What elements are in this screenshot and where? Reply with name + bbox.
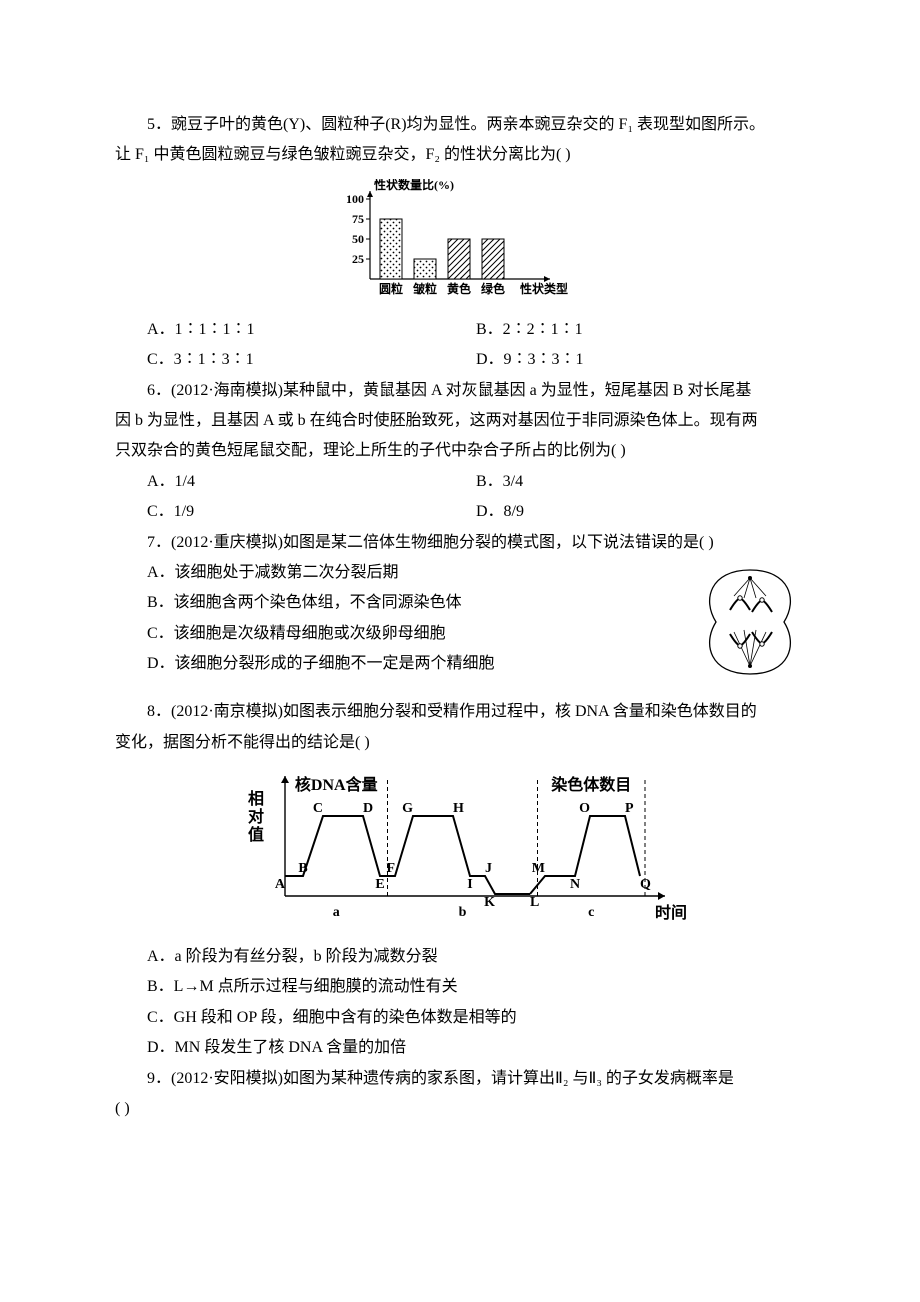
q8-option-a: A．a 阶段为有丝分裂，b 阶段为减数分裂: [115, 942, 805, 972]
svg-text:E: E: [375, 877, 384, 892]
svg-text:值: 值: [248, 825, 264, 844]
q8-option-b: B．L→M 点所示过程与细胞膜的流动性有关: [115, 972, 805, 1002]
q7-stem: 7．(2012·重庆模拟)如图是某二倍体生物细胞分裂的模式图，以下说法错误的是(…: [115, 528, 805, 558]
svg-text:性状类型: 性状类型: [519, 281, 568, 296]
svg-text:B: B: [298, 861, 307, 876]
q5-options-row2: C．3∶1∶3∶1 D．9∶3∶3∶1: [147, 345, 805, 375]
q5-chart-wrap: 性状数量比(%) 25 50 75 100 圆粒皱粒黄色绿色性状类型: [115, 179, 805, 309]
q6-stem-line2: 因 b 为显性，且基因 A 或 b 在纯合时使胚胎致死，这两对基因位于非同源染色…: [115, 406, 805, 436]
svg-text:性状数量比(%): 性状数量比(%): [373, 179, 454, 192]
q5-option-d: D．9∶3∶3∶1: [476, 345, 805, 375]
q5-stem-line1: 5．豌豆子叶的黄色(Y)、圆粒种子(R)均为显性。两亲本豌豆杂交的 F₁ 表现型…: [115, 110, 805, 140]
svg-text:O: O: [579, 801, 590, 816]
svg-text:相: 相: [248, 789, 264, 808]
svg-text:P: P: [625, 801, 634, 816]
q8-stem-line2: 变化，据图分析不能得出的结论是( ): [115, 728, 805, 758]
q5-option-c: C．3∶1∶3∶1: [147, 345, 476, 375]
q8-option-d: D．MN 段发生了核 DNA 含量的加倍: [115, 1033, 805, 1063]
q6-options-row1: A．1/4 B．3/4: [147, 467, 805, 497]
q6-option-b: B．3/4: [476, 467, 805, 497]
q8-chart-wrap: 相对值时间ABCDEFGHIJKLMNOPQ核DNA含量染色体数目abc: [115, 766, 805, 936]
svg-text:K: K: [484, 895, 495, 910]
svg-text:C: C: [313, 801, 323, 816]
svg-text:黄色: 黄色: [447, 281, 471, 296]
svg-text:100: 100: [346, 192, 364, 206]
q5-stem-line2b: ): [565, 146, 570, 163]
q6-stem-line1: 6．(2012·海南模拟)某种鼠中，黄鼠基因 A 对灰鼠基因 a 为显性，短尾基…: [115, 376, 805, 406]
svg-text:D: D: [363, 801, 373, 816]
svg-text:25: 25: [352, 252, 364, 266]
q5-option-a: A．1∶1∶1∶1: [147, 315, 476, 345]
svg-text:I: I: [467, 877, 472, 892]
q8-option-c: C．GH 段和 OP 段，细胞中含有的染色体数是相等的: [115, 1003, 805, 1033]
svg-text:A: A: [275, 877, 286, 892]
q9-stem-line1: 9．(2012·安阳模拟)如图为某种遗传病的家系图，请计算出Ⅱ₂ 与Ⅱ₃ 的子女…: [115, 1064, 805, 1094]
q5-bar-chart: 性状数量比(%) 25 50 75 100 圆粒皱粒黄色绿色性状类型: [320, 179, 600, 309]
q7-cell-diagram: [695, 562, 805, 682]
svg-text:c: c: [588, 905, 594, 920]
svg-text:50: 50: [352, 232, 364, 246]
svg-text:染色体数目: 染色体数目: [550, 775, 631, 794]
q6-option-d: D．8/9: [476, 497, 805, 527]
q6-option-c: C．1/9: [147, 497, 476, 527]
svg-text:N: N: [570, 877, 580, 892]
q6-stem-line3: 只双杂合的黄色短尾鼠交配，理论上所生的子代中杂合子所占的比例为( ): [115, 436, 805, 466]
svg-text:75: 75: [352, 212, 364, 226]
q8-stem-line1: 8．(2012·南京模拟)如图表示细胞分裂和受精作用过程中，核 DNA 含量和染…: [115, 697, 805, 727]
q5-option-b: B．2∶2∶1∶1: [476, 315, 805, 345]
q6-option-a: A．1/4: [147, 467, 476, 497]
svg-text:皱粒: 皱粒: [412, 281, 437, 296]
svg-text:核DNA含量: 核DNA含量: [295, 775, 378, 794]
svg-text:b: b: [459, 905, 467, 920]
svg-text:时间: 时间: [655, 903, 687, 922]
svg-text:L: L: [530, 895, 539, 910]
q5-stem-line2a: 让 F₁ 中黄色圆粒豌豆与绿色皱粒豌豆杂交，F₂ 的性状分离比为(: [115, 146, 561, 163]
q6-options-row2: C．1/9 D．8/9: [147, 497, 805, 527]
svg-text:H: H: [453, 801, 464, 816]
svg-text:J: J: [485, 861, 492, 876]
svg-text:G: G: [402, 801, 413, 816]
q7-diagram-wrap: [695, 562, 805, 693]
q5-stem-line2: 让 F₁ 中黄色圆粒豌豆与绿色皱粒豌豆杂交，F₂ 的性状分离比为( ): [115, 140, 805, 170]
svg-text:对: 对: [248, 807, 264, 826]
svg-text:M: M: [532, 861, 545, 876]
q8-line-chart: 相对值时间ABCDEFGHIJKLMNOPQ核DNA含量染色体数目abc: [230, 766, 690, 936]
q5-options-row1: A．1∶1∶1∶1 B．2∶2∶1∶1: [147, 315, 805, 345]
svg-text:绿色: 绿色: [481, 281, 505, 296]
svg-text:圆粒: 圆粒: [379, 281, 403, 296]
svg-text:a: a: [333, 905, 340, 920]
q9-stem-line2: ( ): [115, 1094, 805, 1124]
